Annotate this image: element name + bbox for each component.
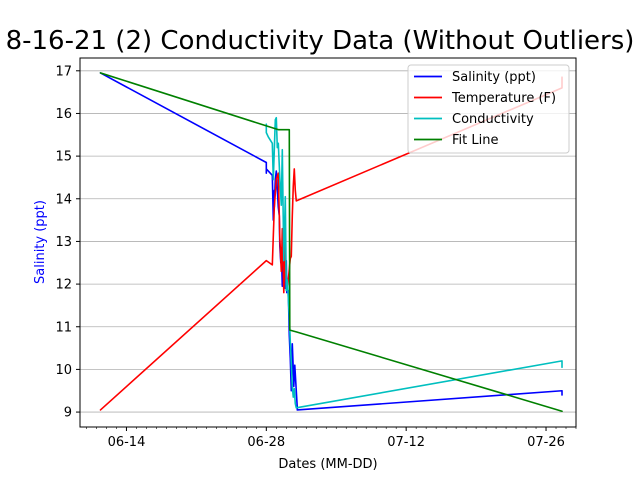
legend-box [407, 64, 570, 154]
y-tick-label: 15 [55, 150, 72, 165]
x-tick-label: 07-12 [387, 435, 425, 450]
y-tick-label: 11 [55, 320, 72, 335]
y-tick-label: 9 [64, 406, 72, 421]
x-axis: 06-14 06-28 07-12 07-26 [86, 427, 577, 450]
legend-label: Conductivity [452, 112, 534, 127]
y-axis-title: Salinity (ppt) [33, 200, 48, 284]
y-tick-label: 12 [55, 278, 72, 293]
y-tick-label: 14 [55, 192, 72, 207]
y-axis: 9 10 11 12 13 14 15 16 17 [55, 64, 80, 421]
series-line-3 [265, 116, 563, 409]
plot-frame [79, 57, 577, 428]
legend-label: Salinity (ppt) [452, 70, 536, 85]
y-tick-label: 16 [55, 107, 72, 122]
legend-label: Temperature (F) [451, 91, 556, 106]
grid-lines [80, 70, 576, 413]
legend: Salinity (ppt) Temperature (F) Conductivit… [407, 64, 570, 154]
y-tick-label: 10 [55, 363, 72, 378]
y-tick-label: 13 [55, 235, 72, 250]
x-tick-label: 07-26 [527, 435, 565, 450]
series-line-4 [99, 72, 563, 413]
y-tick-label: 17 [55, 64, 72, 79]
plot-area [99, 72, 563, 413]
x-tick-label: 06-14 [108, 435, 146, 450]
x-axis-title: Dates (MM-DD) [278, 457, 377, 472]
chart-title: 8-16-21 (2) Conductivity Data (Without O… [6, 26, 635, 56]
series-layer [99, 72, 563, 413]
x-tick-label: 06-28 [247, 435, 285, 450]
legend-label: Fit Line [452, 133, 498, 148]
